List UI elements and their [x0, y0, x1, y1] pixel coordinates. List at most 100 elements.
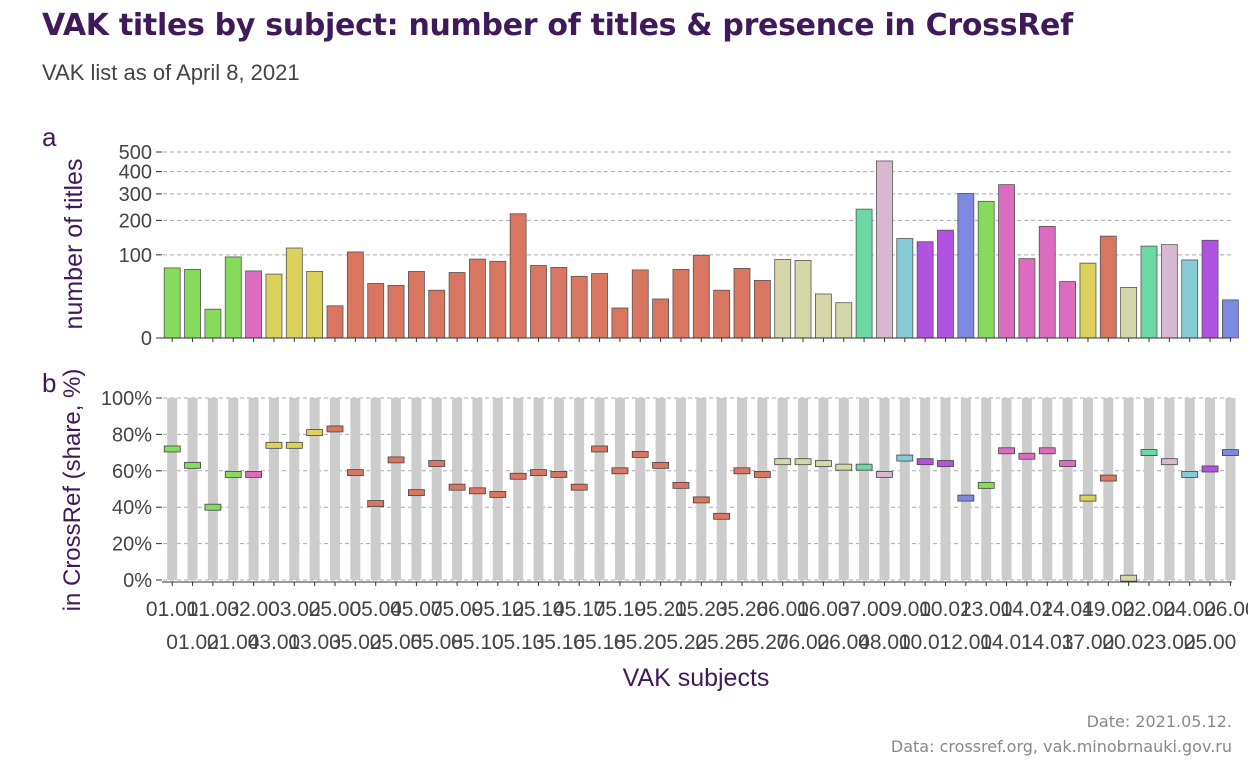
share-mark-05.16	[550, 471, 568, 478]
bg-column-05.13	[513, 398, 524, 580]
bg-column-01.02	[187, 398, 198, 580]
bg-column-06.03	[818, 398, 829, 580]
bar-05.13	[509, 213, 527, 339]
bg-column-05.18	[594, 398, 605, 580]
bar-17.00	[1079, 262, 1097, 339]
bg-column-06.01	[777, 398, 788, 580]
share-mark-05.10	[469, 487, 486, 495]
xtick-label-23.00: 23.00	[1143, 631, 1196, 654]
bg-column-14.04	[1062, 398, 1073, 580]
share-mark-05.14	[530, 469, 547, 477]
bar-24.00	[1181, 259, 1199, 339]
bar-05.00	[326, 305, 344, 339]
bar-05.09	[448, 272, 466, 339]
bg-column-08.00	[879, 398, 890, 580]
share-mark-05.04	[367, 500, 385, 507]
bar-19.00	[1099, 235, 1117, 339]
share-mark-05.27	[753, 471, 771, 478]
share-mark-05.25	[713, 512, 731, 520]
bg-column-26.00	[1225, 398, 1236, 580]
bg-column-05.21	[655, 398, 666, 580]
share-mark-09.00	[896, 454, 914, 462]
share-mark-05.12	[489, 491, 507, 498]
xtick-label-10.02: 10.02	[919, 598, 972, 621]
ytick-label-a: 0	[141, 328, 152, 350]
share-mark-05.05	[387, 456, 405, 464]
xtick-label-12.00: 12.00	[940, 631, 993, 654]
bar-08.00	[876, 160, 893, 339]
share-mark-05.00	[326, 425, 344, 433]
bg-column-05.02	[350, 398, 361, 580]
xtick-label-05.23: 05.23	[675, 598, 728, 621]
xtick-label-05.17: 05.17	[553, 598, 606, 621]
bar-05.19	[611, 307, 629, 339]
bg-column-01.04	[228, 398, 239, 580]
bar-05.27	[753, 279, 771, 339]
share-mark-03.03	[306, 429, 324, 436]
bar-05.20	[631, 269, 649, 339]
bar-14.04	[1059, 281, 1076, 339]
xtick-label-22.00: 22.00	[1123, 598, 1176, 621]
bar-14.03	[1038, 225, 1056, 339]
xtick-label-07.00: 07.00	[838, 598, 891, 621]
x-axis-title: VAK subjects	[623, 664, 770, 692]
bar-05.02	[346, 251, 364, 339]
xtick-label-05.02: 05.02	[329, 631, 382, 654]
panel-label-b: b	[42, 368, 56, 398]
xtick-label-14.03: 14.03	[1021, 631, 1074, 654]
chart-title: VAK titles by subject: number of titles …	[42, 8, 1073, 43]
bar-05.22	[672, 269, 690, 339]
share-mark-05.23	[692, 496, 710, 504]
xtick-label-06.02: 06.02	[777, 631, 830, 654]
share-mark-24.00	[1181, 471, 1199, 478]
share-mark-14.03	[1038, 447, 1056, 455]
bg-column-10.02	[940, 398, 951, 580]
bar-02.00	[245, 270, 263, 339]
share-mark-01.03	[204, 503, 222, 511]
xtick-label-05.08: 05.08	[410, 631, 463, 654]
share-mark-06.01	[774, 458, 792, 466]
share-mark-14.01	[998, 447, 1015, 455]
caption-source: Data: crossref.org, vak.minobrnauki.gov.…	[890, 737, 1232, 756]
bg-column-06.04	[838, 398, 849, 580]
share-mark-22.00	[1140, 449, 1158, 457]
xtick-label-05.18: 05.18	[573, 631, 626, 654]
bar-05.07	[407, 271, 425, 339]
share-mark-03.02	[285, 441, 303, 449]
bg-column-03.02	[289, 398, 300, 580]
bar-25.00	[1201, 239, 1219, 339]
ytick-label-b: 40%	[112, 497, 152, 519]
share-mark-05.18	[591, 445, 608, 453]
bar-20.02	[1120, 287, 1138, 339]
xtick-label-05.00: 05.00	[309, 598, 362, 621]
bar-05.05	[387, 284, 405, 339]
bg-column-05.08	[431, 398, 442, 580]
bar-01.03	[204, 308, 222, 339]
share-mark-01.01	[163, 445, 181, 453]
bg-column-20.02	[1123, 398, 1134, 580]
bar-13.00	[977, 200, 995, 339]
share-mark-20.02	[1120, 574, 1138, 582]
bar-05.23	[692, 254, 710, 339]
xtick-label-01.01: 01.01	[146, 598, 199, 621]
xtick-label-01.02: 01.02	[166, 631, 219, 654]
share-mark-05.22	[672, 481, 690, 489]
share-mark-01.02	[184, 461, 201, 469]
bar-26.00	[1222, 299, 1239, 339]
ytick-label-b: 80%	[112, 424, 152, 446]
xtick-label-05.05: 05.05	[370, 631, 423, 654]
chart-subtitle: VAK list as of April 8, 2021	[42, 60, 300, 85]
bar-10.01	[916, 241, 934, 339]
xtick-label-20.02: 20.02	[1102, 631, 1155, 654]
xtick-label-09.00: 09.00	[879, 598, 932, 621]
xtick-label-06.04: 06.04	[817, 631, 870, 654]
share-mark-05.20	[631, 451, 649, 458]
bg-column-07.00	[859, 398, 870, 580]
xtick-label-03.01: 03.01	[248, 631, 301, 654]
share-mark-08.00	[876, 471, 893, 478]
xtick-label-05.12: 05.12	[472, 598, 525, 621]
bar-05.12	[489, 260, 507, 339]
bar-03.02	[285, 247, 303, 339]
xtick-label-19.00: 19.00	[1082, 598, 1135, 621]
